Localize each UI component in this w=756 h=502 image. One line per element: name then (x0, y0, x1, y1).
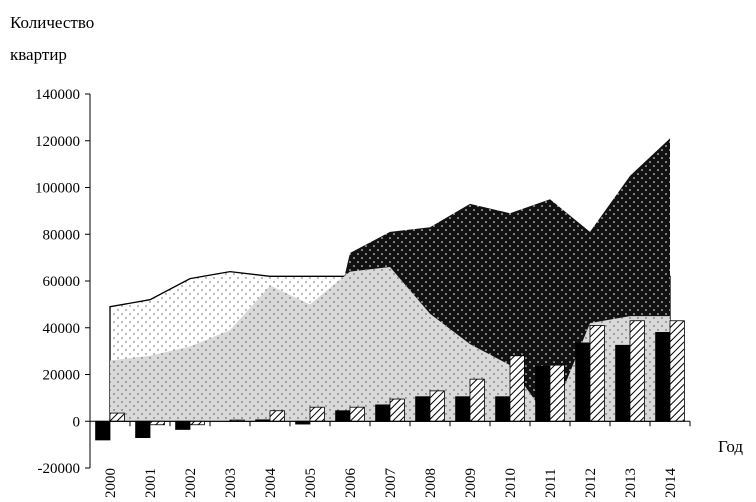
bar-series-2-2008 (429, 390, 445, 422)
y-tick-label: -20000 (38, 461, 81, 477)
x-tick-label: 2006 (343, 468, 359, 499)
bar-series-2-2001 (149, 420, 165, 426)
y-tick-label: 20000 (43, 368, 81, 384)
bar-series-1-2011 (535, 365, 551, 422)
y-tick-label: 100000 (35, 181, 80, 197)
bar-series-2-2009 (469, 378, 485, 422)
x-tick-label: 2004 (263, 468, 279, 499)
bar-series-1-2006 (335, 410, 351, 422)
x-tick-label: 2001 (143, 468, 159, 498)
axes: -20000 0 20000 40000 60000 80000 100000 120000 1… (35, 87, 691, 499)
bar-series-2-2006 (349, 406, 365, 422)
bar-series-1-2008 (415, 396, 431, 422)
x-tick-label: 2009 (463, 468, 479, 498)
bar-series-1-2007 (375, 404, 391, 422)
y-tick-label: 60000 (43, 274, 81, 290)
y-tick-label: 140000 (35, 87, 80, 103)
bar-series-2-2007 (389, 398, 405, 422)
x-tick-label: 2012 (583, 468, 599, 498)
x-tick-label: 2014 (663, 468, 679, 499)
bar-series-2-2004 (269, 410, 285, 422)
bar-series-2-2002 (189, 420, 205, 426)
bar-series-1-2012 (575, 342, 591, 422)
x-tick-label: 2013 (623, 468, 639, 498)
bar-series-2-2005 (309, 406, 325, 422)
x-tick-label: 2002 (183, 468, 199, 498)
x-tick-label: 2005 (303, 468, 319, 498)
y-tick-label: 0 (73, 414, 81, 430)
area-series-3 (110, 266, 670, 422)
bar-series-1-2013 (615, 344, 631, 422)
bar-series-1-2010 (495, 396, 511, 422)
y-tick-label: 120000 (35, 134, 80, 150)
y-tick-label: 40000 (43, 321, 81, 337)
bar-series-2-2011 (549, 364, 565, 422)
bar-series-2-2010 (509, 355, 525, 422)
bar-series-2-2014 (669, 320, 685, 422)
x-tick-label: 2008 (423, 468, 439, 498)
bar-series-1-2000 (95, 420, 111, 441)
x-tick-label: 2003 (223, 468, 239, 498)
x-tick-label: 2000 (103, 468, 119, 498)
bar-series-1-2001 (135, 420, 151, 439)
x-tick-label: 2010 (503, 468, 519, 498)
y-tick-label: 80000 (43, 227, 81, 243)
x-tick-label: 2007 (383, 468, 399, 499)
y-axis-label-line2: квартир (10, 45, 67, 64)
bar-series-1-2002 (175, 420, 191, 430)
bar-series-1-2014 (655, 332, 671, 422)
x-axis-label: Год (718, 437, 743, 456)
bar-series-2-2013 (629, 320, 645, 422)
bar-series-1-2009 (455, 396, 471, 422)
y-axis-label-line1: Количество (10, 13, 94, 32)
bar-series-2-2012 (589, 325, 605, 422)
bar-series-2-2000 (109, 412, 125, 422)
x-tick-label: 2011 (543, 469, 559, 498)
